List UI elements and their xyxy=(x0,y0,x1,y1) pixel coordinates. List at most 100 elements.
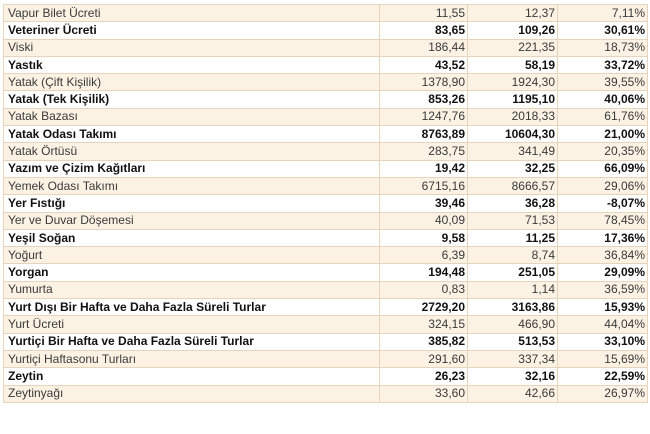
table-row: Vapur Bilet Ücreti 11,55 12,37 7,11% xyxy=(3,3,648,23)
item-name-cell: Vapur Bilet Ücreti xyxy=(3,3,380,23)
change-percent-cell: 33,72% xyxy=(557,55,648,75)
price-1-cell: 40,09 xyxy=(379,211,468,230)
price-2-cell: 341,49 xyxy=(467,142,558,161)
price-2-cell: 8,74 xyxy=(467,246,558,265)
item-name-cell: Yazım ve Çizim Kağıtları xyxy=(3,159,380,178)
change-percent-cell: 17,36% xyxy=(557,228,648,248)
price-2-cell: 1924,30 xyxy=(467,73,558,92)
table-row: Yurt Ücreti 324,15 466,90 44,04% xyxy=(3,315,648,334)
item-name-cell: Yurt Ücreti xyxy=(3,315,380,334)
table-row: Yazım ve Çizim Kağıtları 19,42 32,25 66,09% xyxy=(3,159,648,178)
change-percent-cell: 29,06% xyxy=(557,176,648,196)
price-2-cell: 3163,86 xyxy=(467,298,558,317)
price-2-cell: 337,34 xyxy=(467,349,558,369)
price-1-cell: 8763,89 xyxy=(379,125,468,144)
table-row: Yatak Bazası 1247,76 2018,33 61,76% xyxy=(3,107,648,127)
price-2-cell: 32,16 xyxy=(467,367,558,386)
table-row: Zeytinyağı 33,60 42,66 26,97% xyxy=(3,384,648,403)
price-2-cell: 71,53 xyxy=(467,211,558,230)
price-1-cell: 83,65 xyxy=(379,21,468,40)
price-2-cell: 58,19 xyxy=(467,55,558,75)
price-2-cell: 42,66 xyxy=(467,384,558,403)
price-2-cell: 466,90 xyxy=(467,315,558,334)
table-row: Yatak (Tek Kişilik) 853,26 1195,10 40,06% xyxy=(3,90,648,109)
price-2-cell: 10604,30 xyxy=(467,125,558,144)
item-name-cell: Yeşil Soğan xyxy=(3,228,380,248)
table-row: Yatak Odası Takımı 8763,89 10604,30 21,00% xyxy=(3,125,648,144)
item-name-cell: Yurt Dışı Bir Hafta ve Daha Fazla Süreli… xyxy=(3,298,380,317)
change-percent-cell: 21,00% xyxy=(557,125,648,144)
table-row: Viski 186,44 221,35 18,73% xyxy=(3,38,648,57)
price-comparison-table-container: Vapur Bilet Ücreti 11,55 12,37 7,11% Veterin… xyxy=(3,3,648,403)
item-name-cell: Yatak Örtüsü xyxy=(3,142,380,161)
price-1-cell: 186,44 xyxy=(379,38,468,57)
price-1-cell: 26,23 xyxy=(379,367,468,386)
table-row: Yoğurt 6,39 8,74 36,84% xyxy=(3,246,648,265)
price-1-cell: 291,60 xyxy=(379,349,468,369)
item-name-cell: Zeytin xyxy=(3,367,380,386)
price-1-cell: 385,82 xyxy=(379,332,468,351)
price-1-cell: 853,26 xyxy=(379,90,468,109)
price-1-cell: 19,42 xyxy=(379,159,468,178)
table-row: Yemek Odası Takımı 6715,16 8666,57 29,06% xyxy=(3,176,648,196)
price-1-cell: 1378,90 xyxy=(379,73,468,92)
price-comparison-table: Vapur Bilet Ücreti 11,55 12,37 7,11% Veterin… xyxy=(3,3,648,403)
price-2-cell: 251,05 xyxy=(467,263,558,282)
change-percent-cell: -8,07% xyxy=(557,194,648,213)
price-2-cell: 11,25 xyxy=(467,228,558,248)
price-2-cell: 36,28 xyxy=(467,194,558,213)
price-2-cell: 1,14 xyxy=(467,280,558,300)
price-1-cell: 194,48 xyxy=(379,263,468,282)
table-body: Vapur Bilet Ücreti 11,55 12,37 7,11% Veterin… xyxy=(3,3,648,403)
price-2-cell: 513,53 xyxy=(467,332,558,351)
item-name-cell: Yumurta xyxy=(3,280,380,300)
table-row: Yorgan 194,48 251,05 29,09% xyxy=(3,263,648,282)
price-1-cell: 283,75 xyxy=(379,142,468,161)
table-row: Zeytin 26,23 32,16 22,59% xyxy=(3,367,648,386)
item-name-cell: Yatak Bazası xyxy=(3,107,380,127)
change-percent-cell: 36,84% xyxy=(557,246,648,265)
item-name-cell: Yoğurt xyxy=(3,246,380,265)
change-percent-cell: 33,10% xyxy=(557,332,648,351)
change-percent-cell: 22,59% xyxy=(557,367,648,386)
table-row: Yeşil Soğan 9,58 11,25 17,36% xyxy=(3,228,648,248)
table-row: Yurtiçi Haftasonu Turları 291,60 337,34 15,… xyxy=(3,349,648,369)
table-row: Yer ve Duvar Döşemesi 40,09 71,53 78,45% xyxy=(3,211,648,230)
change-percent-cell: 39,55% xyxy=(557,73,648,92)
table-row: Yastık 43,52 58,19 33,72% xyxy=(3,55,648,75)
price-2-cell: 2018,33 xyxy=(467,107,558,127)
price-1-cell: 39,46 xyxy=(379,194,468,213)
change-percent-cell: 36,59% xyxy=(557,280,648,300)
item-name-cell: Zeytinyağı xyxy=(3,384,380,403)
price-1-cell: 324,15 xyxy=(379,315,468,334)
change-percent-cell: 18,73% xyxy=(557,38,648,57)
price-2-cell: 109,26 xyxy=(467,21,558,40)
item-name-cell: Veteriner Ücreti xyxy=(3,21,380,40)
change-percent-cell: 15,69% xyxy=(557,349,648,369)
price-1-cell: 9,58 xyxy=(379,228,468,248)
table-row: Yurtiçi Bir Hafta ve Daha Fazla Süreli T… xyxy=(3,332,648,351)
item-name-cell: Yastık xyxy=(3,55,380,75)
price-1-cell: 33,60 xyxy=(379,384,468,403)
change-percent-cell: 30,61% xyxy=(557,21,648,40)
item-name-cell: Yatak Odası Takımı xyxy=(3,125,380,144)
change-percent-cell: 40,06% xyxy=(557,90,648,109)
price-1-cell: 11,55 xyxy=(379,3,468,23)
price-1-cell: 6715,16 xyxy=(379,176,468,196)
table-row: Yer Fıstığı 39,46 36,28 -8,07% xyxy=(3,194,648,213)
table-row: Yurt Dışı Bir Hafta ve Daha Fazla Süreli… xyxy=(3,298,648,317)
item-name-cell: Yatak (Tek Kişilik) xyxy=(3,90,380,109)
item-name-cell: Yer ve Duvar Döşemesi xyxy=(3,211,380,230)
price-2-cell: 221,35 xyxy=(467,38,558,57)
change-percent-cell: 29,09% xyxy=(557,263,648,282)
change-percent-cell: 26,97% xyxy=(557,384,648,403)
price-2-cell: 32,25 xyxy=(467,159,558,178)
item-name-cell: Yurtiçi Haftasonu Turları xyxy=(3,349,380,369)
item-name-cell: Viski xyxy=(3,38,380,57)
table-row: Yumurta 0,83 1,14 36,59% xyxy=(3,280,648,300)
price-1-cell: 2729,20 xyxy=(379,298,468,317)
price-1-cell: 43,52 xyxy=(379,55,468,75)
price-2-cell: 8666,57 xyxy=(467,176,558,196)
price-2-cell: 12,37 xyxy=(467,3,558,23)
change-percent-cell: 78,45% xyxy=(557,211,648,230)
